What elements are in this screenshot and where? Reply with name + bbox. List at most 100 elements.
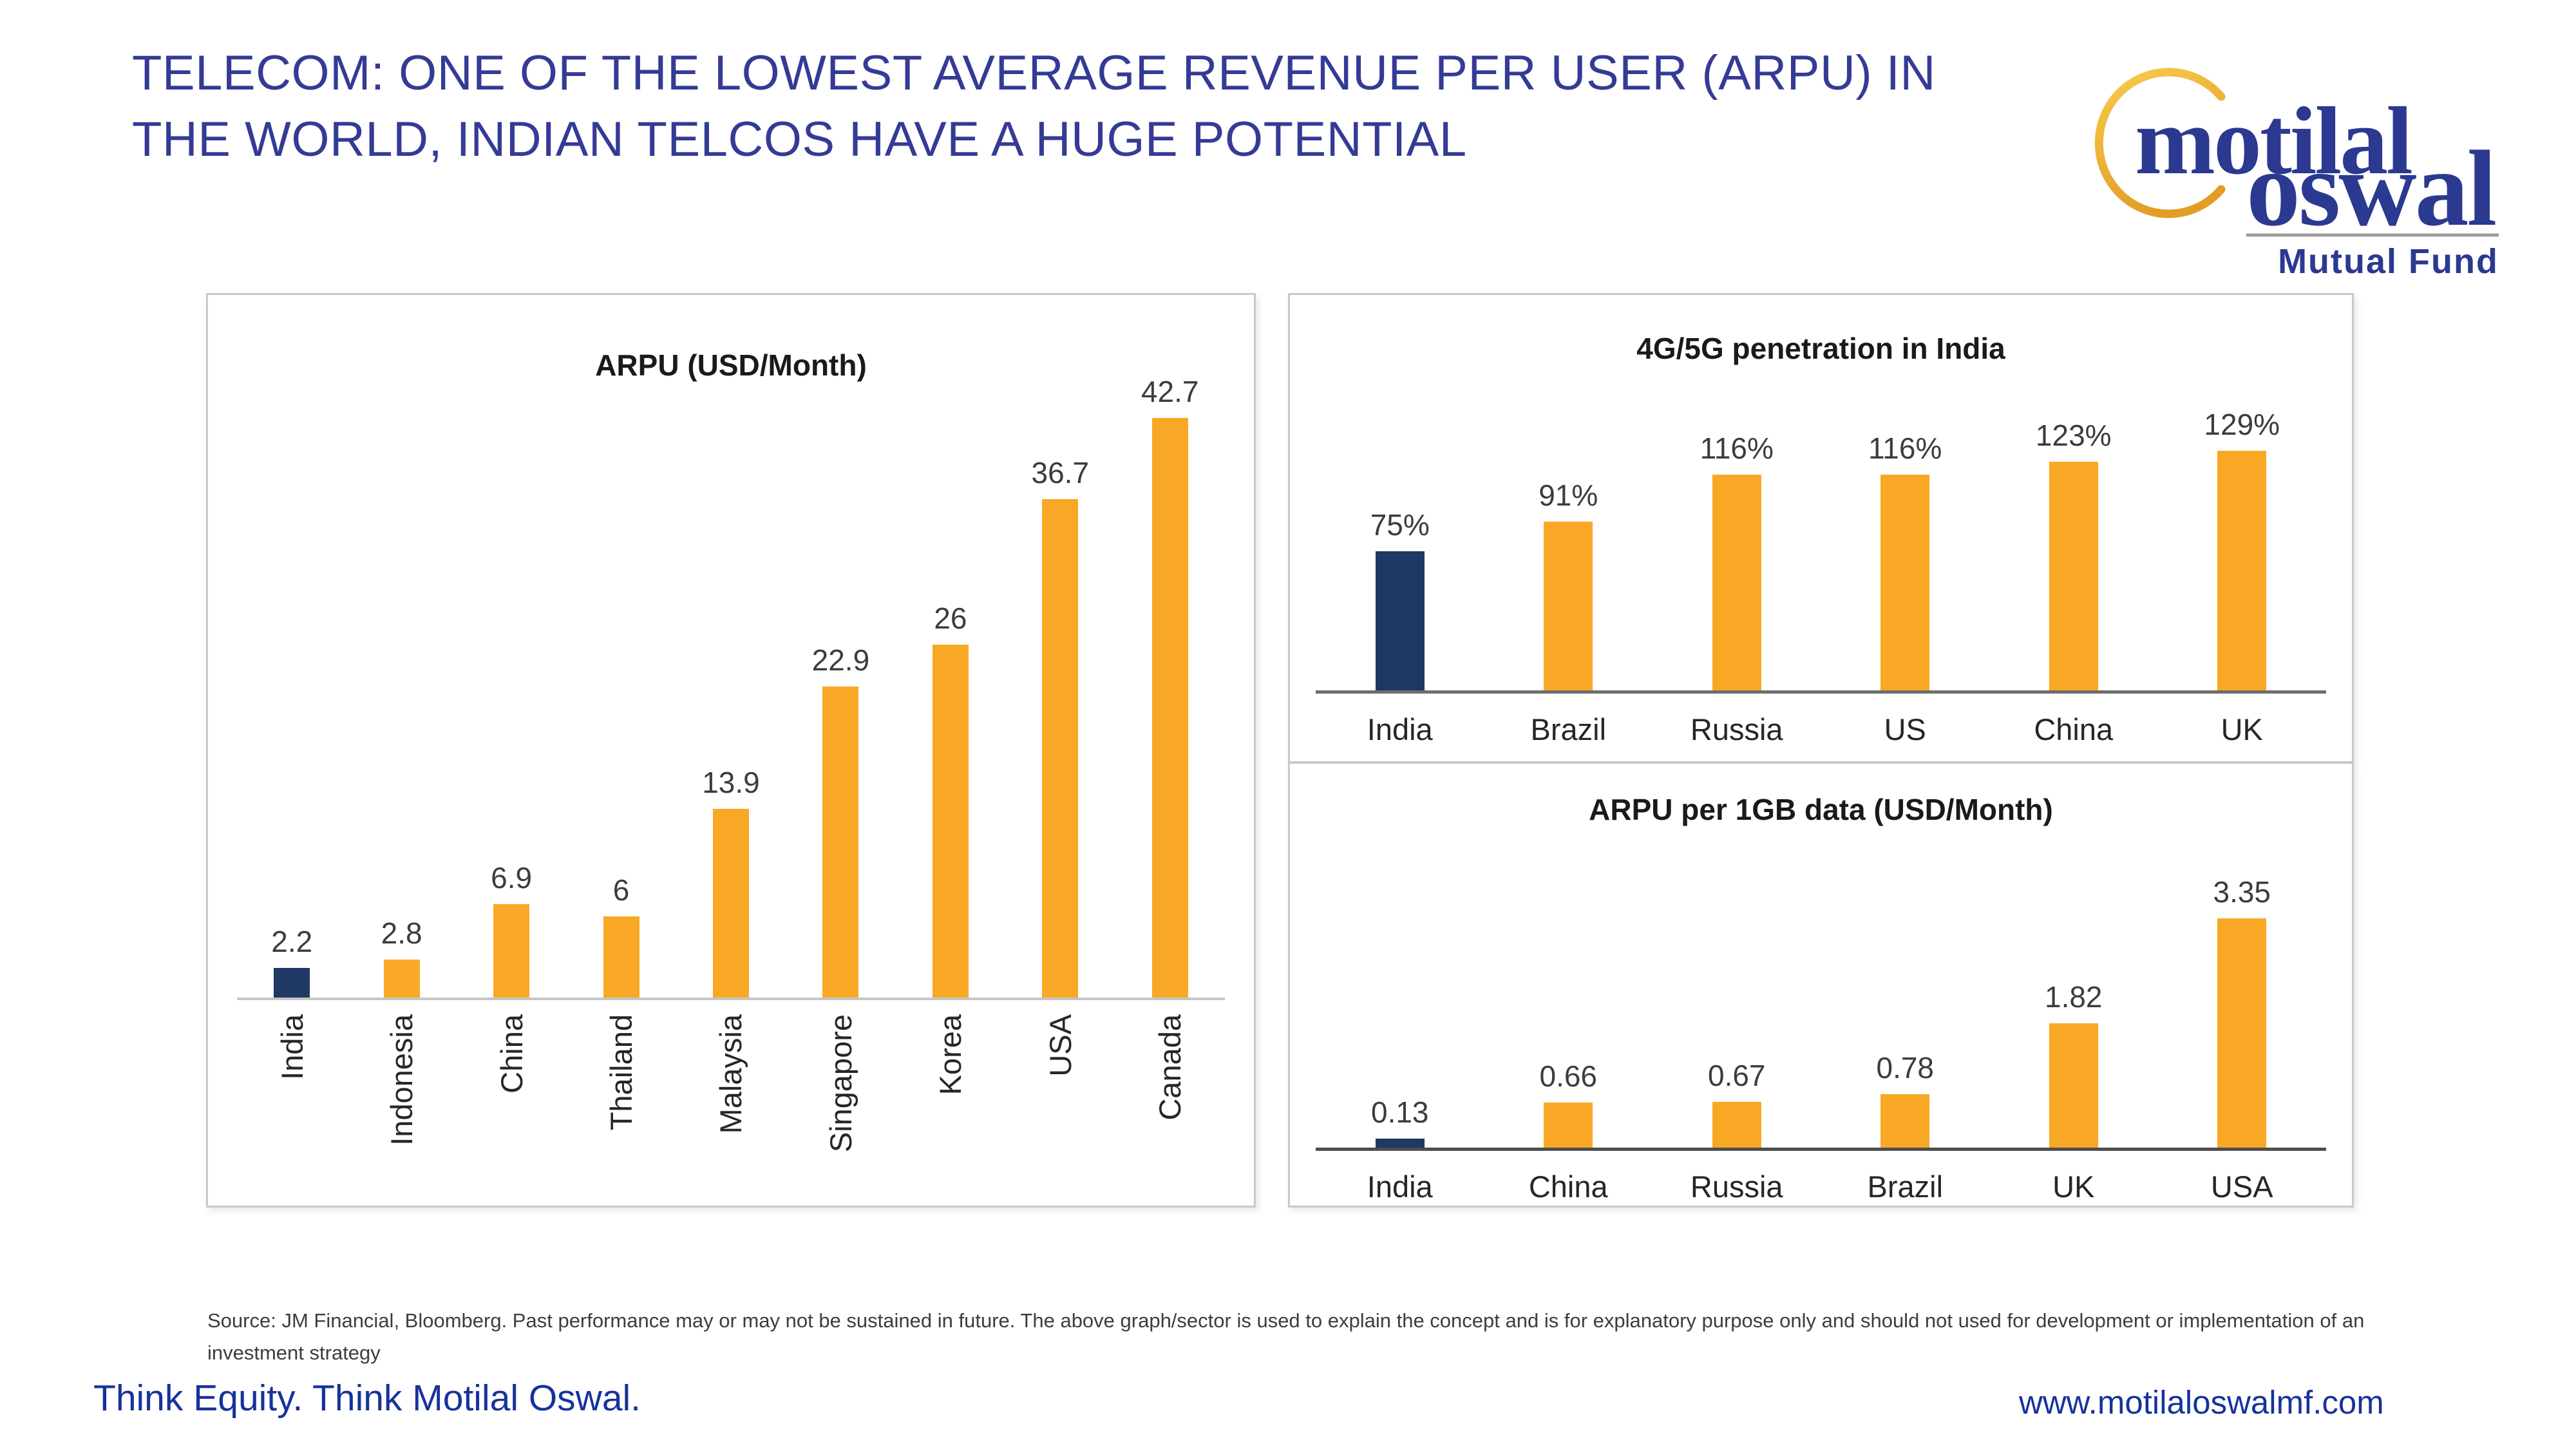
category-label-uk: UK — [2158, 694, 2327, 747]
category-text-us: US — [1884, 712, 1926, 746]
bar-column-china: 6.9 — [457, 860, 566, 998]
bar-value-label-thailand: 6 — [612, 873, 630, 907]
page-title: TELECOM: ONE OF THE LOWEST AVERAGE REVEN… — [132, 40, 2103, 173]
category-text-thailand: Thailand — [604, 1014, 639, 1131]
bar-value-label-india: 2.2 — [271, 925, 313, 958]
bar-korea — [932, 645, 969, 998]
category-label-china: China — [1484, 1151, 1653, 1204]
category-text-india: India — [274, 1014, 309, 1080]
bar-uk — [2217, 451, 2267, 690]
arpu-category-axis: India Indonesia China Thailand Malaysia Singa… — [237, 1000, 1225, 1211]
category-text-india: India — [1367, 1170, 1433, 1204]
category-text-korea: Korea — [933, 1014, 968, 1095]
bar-column-singapore: 22.9 — [786, 643, 895, 998]
logo-ring-icon — [2094, 68, 2226, 218]
category-text-canada: Canada — [1153, 1014, 1188, 1121]
bar-india — [1375, 551, 1425, 690]
category-label-indonesia: Indonesia — [346, 1000, 456, 1211]
category-text-china: China — [1528, 1170, 1608, 1204]
category-label-russia: Russia — [1653, 694, 1821, 747]
bar-column-indonesia: 2.8 — [346, 916, 456, 998]
page-title-line-2: THE WORLD, INDIAN TELCOS HAVE A HUGE POT… — [132, 112, 1467, 167]
bar-column-usa: 36.7 — [1005, 455, 1115, 998]
logo-subtitle: Mutual Fund — [2278, 242, 2499, 281]
arpu-per-gb-chart-panel: ARPU per 1GB data (USD/Month) 0.13 0.66 0.… — [1288, 762, 2354, 1208]
bar-brazil — [1544, 522, 1593, 690]
category-label-singapore: Singapore — [786, 1000, 895, 1211]
category-label-korea: Korea — [896, 1000, 1005, 1211]
arpu-per-gb-category-axis: India China Russia Brazil UK USA — [1316, 1151, 2326, 1204]
website-link[interactable]: www.motilaloswalmf.com — [2019, 1384, 2384, 1421]
category-text-brazil: Brazil — [1530, 712, 1607, 746]
category-label-china: China — [457, 1000, 566, 1211]
penetration-category-axis: India Brazil Russia US China UK — [1316, 694, 2326, 747]
category-label-us: US — [1821, 694, 1990, 747]
bar-column-malaysia: 13.9 — [676, 765, 786, 998]
bar-usa — [2217, 918, 2267, 1148]
bar-malaysia — [712, 809, 749, 998]
bar-value-label-korea: 26 — [934, 601, 967, 635]
bar-russia — [1712, 1102, 1761, 1148]
category-text-china: China — [2034, 712, 2114, 746]
bar-column-brazil: 91% — [1484, 478, 1653, 690]
arpu-per-gb-plot-area: 0.13 0.66 0.67 0.78 1.82 3.35 — [1316, 875, 2326, 1151]
category-text-uk: UK — [2221, 712, 2263, 746]
bar-singapore — [822, 687, 859, 998]
category-label-usa: USA — [1005, 1000, 1115, 1211]
bar-value-label-brazil: 0.78 — [1876, 1051, 1935, 1084]
bar-value-label-uk: 1.82 — [2044, 980, 2103, 1014]
logo-word-oswal: oswal — [2246, 129, 2496, 249]
arpu-chart-panel: ARPU (USD/Month) 2.2 2.8 6.9 6 13.9 22.9 26 36.… — [206, 293, 1256, 1208]
category-label-russia: Russia — [1653, 1151, 1821, 1204]
bar-value-label-singapore: 22.9 — [811, 643, 870, 677]
bar-value-label-russia: 116% — [1700, 431, 1774, 465]
bar-value-label-canada: 42.7 — [1141, 375, 1199, 408]
category-label-uk: UK — [1989, 1151, 2158, 1204]
category-text-russia: Russia — [1690, 712, 1783, 746]
bar-column-us: 116% — [1821, 431, 1990, 690]
source-disclaimer: Source: JM Financial, Bloomberg. Past pe… — [207, 1309, 2365, 1365]
bar-value-label-china: 123% — [2035, 419, 2112, 452]
bar-indonesia — [383, 960, 420, 998]
bar-value-label-china: 0.66 — [1539, 1059, 1598, 1093]
penetration-chart-title: 4G/5G penetration in India — [1636, 332, 2005, 365]
category-text-india: India — [1367, 712, 1433, 746]
category-label-india: India — [237, 1000, 346, 1211]
bar-column-china: 123% — [1989, 418, 2158, 690]
bar-uk — [2049, 1023, 2098, 1148]
arpu-plot-area: 2.2 2.8 6.9 6 13.9 22.9 26 36.7 42.7 — [237, 375, 1225, 1000]
bar-column-india: 2.2 — [237, 924, 346, 998]
bar-india — [274, 968, 310, 998]
bar-column-uk: 1.82 — [1989, 980, 2158, 1148]
bar-value-label-malaysia: 13.9 — [702, 766, 760, 799]
page-title-line-1: TELECOM: ONE OF THE LOWEST AVERAGE REVEN… — [132, 46, 1936, 100]
arpu-chart-title: ARPU (USD/Month) — [595, 348, 867, 382]
bar-column-russia: 0.67 — [1653, 1058, 1821, 1148]
bar-value-label-india: 75% — [1370, 508, 1430, 542]
bar-value-label-usa: 36.7 — [1031, 456, 1090, 489]
bar-china — [493, 904, 530, 998]
bar-value-label-china: 6.9 — [491, 861, 533, 895]
bar-india — [1375, 1139, 1425, 1148]
category-label-usa: USA — [2158, 1151, 2327, 1204]
category-text-uk: UK — [2052, 1170, 2095, 1204]
category-label-brazil: Brazil — [1821, 1151, 1990, 1204]
bar-china — [1544, 1103, 1593, 1148]
category-text-russia: Russia — [1690, 1170, 1783, 1204]
category-label-malaysia: Malaysia — [676, 1000, 786, 1211]
bar-value-label-uk: 129% — [2204, 408, 2280, 441]
bar-value-label-brazil: 91% — [1539, 478, 1598, 512]
category-text-singapore: Singapore — [823, 1014, 858, 1153]
logo-word-motilal: motilal — [2135, 88, 2412, 194]
bar-column-china: 0.66 — [1484, 1059, 1653, 1148]
bar-column-india: 0.13 — [1316, 1095, 1484, 1148]
bar-column-canada: 42.7 — [1115, 374, 1225, 998]
category-label-canada: Canada — [1115, 1000, 1225, 1211]
bar-column-russia: 116% — [1653, 431, 1821, 690]
bar-column-uk: 129% — [2158, 407, 2327, 690]
category-text-usa: USA — [2210, 1170, 2273, 1204]
category-text-malaysia: Malaysia — [714, 1014, 748, 1134]
category-text-usa: USA — [1043, 1014, 1077, 1077]
bar-china — [2049, 462, 2098, 690]
